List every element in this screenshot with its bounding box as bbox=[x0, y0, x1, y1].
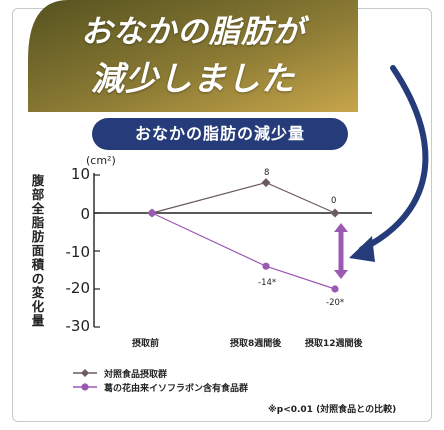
x-tick-12weeks: 摂取12週間後 bbox=[305, 339, 363, 349]
x-tick-before: 摂取前 bbox=[132, 339, 160, 349]
control-point bbox=[330, 208, 340, 218]
legend-item-control: 対照食品摂取群 bbox=[72, 366, 248, 380]
y-axis-label: 腹部全脂肪面積の変化量 bbox=[31, 173, 45, 328]
chart-title: おなかの脂肪の減少量 bbox=[92, 118, 348, 150]
y-tick-minus20: -20 bbox=[65, 279, 91, 297]
series-line-control bbox=[151, 181, 336, 214]
legend-label-control: 対照食品摂取群 bbox=[104, 369, 168, 380]
legend: 対照食品摂取群 葛の花由来イソフラボン含有食品群 bbox=[72, 366, 248, 394]
difference-arrow-up bbox=[334, 223, 348, 232]
headline-banner bbox=[28, 0, 358, 112]
data-label-test-12w: -20* bbox=[326, 298, 345, 308]
legend-control-swatch bbox=[73, 369, 97, 377]
legend-test-swatch bbox=[73, 383, 97, 391]
legend-label-test: 葛の花由来イソフラボン含有食品群 bbox=[104, 383, 249, 394]
test-point bbox=[331, 285, 339, 293]
y-tick-10: 10 bbox=[70, 165, 90, 183]
y-tick-minus10: -10 bbox=[65, 243, 91, 261]
difference-arrow-down bbox=[334, 270, 348, 279]
data-label-control-8w: 8 bbox=[264, 168, 270, 178]
significance-note: ※p<0.01 (対照食品との比較) bbox=[268, 405, 397, 415]
data-label-control-12w: 0 bbox=[331, 196, 337, 206]
control-point bbox=[261, 178, 271, 188]
data-label-test-8w: -14* bbox=[258, 278, 277, 288]
series-line-test bbox=[151, 212, 336, 290]
legend-item-test: 葛の花由来イソフラボン含有食品群 bbox=[72, 380, 248, 394]
y-tick-0: 0 bbox=[80, 205, 90, 223]
y-axis-unit: (cm²) bbox=[86, 154, 116, 167]
test-point bbox=[262, 262, 270, 270]
x-tick-8weeks: 摂取8週間後 bbox=[230, 339, 282, 349]
test-point bbox=[148, 209, 156, 217]
y-tick-minus30: -30 bbox=[65, 317, 91, 335]
